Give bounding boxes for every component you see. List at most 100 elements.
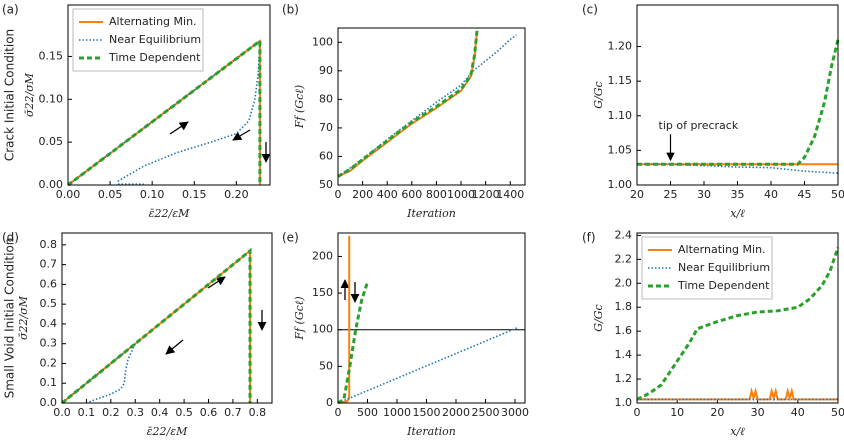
y-axis-label: σ̄22/σM <box>23 72 36 117</box>
plot-frame <box>636 4 839 186</box>
y-axis-label: σ̄22/σM <box>17 295 30 340</box>
x-tick-label: 1000 <box>447 188 475 201</box>
y-tick-label: 2.4 <box>615 228 633 241</box>
x-axis-label: ε̄22/εM <box>147 425 189 438</box>
panel-label: (c) <box>582 3 598 17</box>
x-tick-label: 0 <box>335 188 342 201</box>
y-tick-label: 0.5 <box>40 297 58 310</box>
legend-label: Alternating Min. <box>109 15 197 28</box>
x-tick-label: 200 <box>352 188 373 201</box>
x-tick-label: 0.5 <box>175 406 193 419</box>
y-tick-label: 1.0 <box>615 396 633 409</box>
x-tick-label: 20 <box>710 406 724 419</box>
y-axis-label: G/Gc <box>592 81 605 108</box>
x-tick-label: 45 <box>798 188 812 201</box>
y-axis-label: G/Gc <box>592 304 605 331</box>
legend-label: Time Dependent <box>677 279 770 292</box>
x-axis-label: ε̄22/εM <box>149 207 191 220</box>
x-tick-label: 30 <box>697 188 711 201</box>
x-tick-label: 0.05 <box>98 188 123 201</box>
y-tick-label: 1.10 <box>608 109 633 122</box>
x-tick-label: 40 <box>764 188 778 201</box>
y-tick-label: 1.15 <box>608 74 633 87</box>
series-line <box>337 30 479 178</box>
y-axis-label: Ff (Gcℓ) <box>293 296 306 340</box>
plot-frame <box>636 232 839 404</box>
series-line <box>337 281 369 405</box>
x-tick-label: 500 <box>357 406 378 419</box>
y-tick-label: 2.2 <box>615 252 633 265</box>
y-tick-label: 60 <box>319 149 333 162</box>
y-tick-label: 1.20 <box>608 40 633 53</box>
x-tick-label: 1400 <box>496 188 524 201</box>
x-tick-label: 30 <box>751 406 765 419</box>
x-tick-label: 800 <box>426 188 447 201</box>
y-tick-label: 0.6 <box>40 277 58 290</box>
x-tick-label: 1200 <box>472 188 500 201</box>
y-tick-label: 0.7 <box>40 258 58 271</box>
legend-box <box>641 236 773 300</box>
y-tick-label: 0.15 <box>39 49 64 62</box>
x-tick-label: 1500 <box>412 406 440 419</box>
x-tick-label: 0 <box>634 406 641 419</box>
x-tick-label: 40 <box>791 406 805 419</box>
y-tick-label: 0.2 <box>40 356 58 369</box>
x-tick-label: 0.0 <box>53 406 71 419</box>
y-tick-label: 80 <box>319 92 333 105</box>
y-tick-label: 200 <box>312 249 333 262</box>
legend-label: Time Dependent <box>108 51 201 64</box>
x-tick-label: 0.3 <box>127 406 145 419</box>
x-tick-label: 0.15 <box>182 188 207 201</box>
y-axis-label: Ff (Gcℓ) <box>293 85 306 129</box>
x-tick-label: 20 <box>630 188 644 201</box>
plot-frame <box>61 232 273 404</box>
series-line <box>636 246 840 401</box>
x-tick-label: 0.7 <box>224 406 242 419</box>
panel: (d)Small Void Initial Condition 0.0 0.1 0.2… <box>2 231 273 438</box>
y-tick-label: 90 <box>319 64 333 77</box>
x-tick-label: 0.4 <box>151 406 169 419</box>
y-tick-label: 70 <box>319 121 333 134</box>
y-tick-label: 0.4 <box>40 317 58 330</box>
x-tick-label: 0.10 <box>140 188 165 201</box>
panel-label: (e) <box>282 231 299 245</box>
panel: (c) 20 25 30 35 40 45 50 1.00 1.05 1.10 1.15 1.20 x/ℓ… <box>582 3 844 221</box>
x-tick-label: 0.1 <box>78 406 96 419</box>
panel-label: (f) <box>582 231 596 245</box>
x-tick-label: 35 <box>731 188 745 201</box>
row-label: Small Void Initial Condition <box>3 238 17 399</box>
y-tick-label: 1.8 <box>615 300 633 313</box>
x-tick-label: 600 <box>401 188 422 201</box>
x-tick-label: 400 <box>377 188 398 201</box>
series-line <box>337 326 519 404</box>
annotation: tip of precrack <box>659 119 739 132</box>
x-tick-label: 1000 <box>383 406 411 419</box>
x-tick-label: 0.00 <box>56 188 81 201</box>
series-line <box>637 39 840 166</box>
series-line <box>337 34 517 178</box>
y-tick-label: 0.3 <box>40 337 58 350</box>
panel-label: (d) <box>2 231 19 245</box>
x-tick-label: 25 <box>664 188 678 201</box>
y-tick-label: 0.1 <box>40 376 58 389</box>
y-tick-label: 0.00 <box>39 178 64 191</box>
x-axis-label: x/ℓ <box>730 207 745 220</box>
y-tick-label: 0.8 <box>40 238 58 251</box>
x-axis-label: Iteration <box>406 207 456 220</box>
panel-label: (b) <box>282 3 299 17</box>
y-tick-label: 100 <box>312 323 333 336</box>
x-tick-label: 0.2 <box>102 406 120 419</box>
arrow <box>169 121 189 135</box>
legend-label: Alternating Min. <box>678 243 766 256</box>
panel: (f) 0 10 20 30 40 50 1.0 1.2 1.4 1.6 1.8 2.0 2.2 2.4 x/… <box>582 228 844 438</box>
x-tick-label: 0.8 <box>249 406 267 419</box>
y-tick-label: 1.2 <box>615 372 633 385</box>
arrows <box>165 121 360 355</box>
series-line <box>337 30 479 178</box>
series-line <box>637 387 838 402</box>
y-tick-label: 150 <box>312 286 333 299</box>
x-axis-label: Iteration <box>406 425 456 438</box>
